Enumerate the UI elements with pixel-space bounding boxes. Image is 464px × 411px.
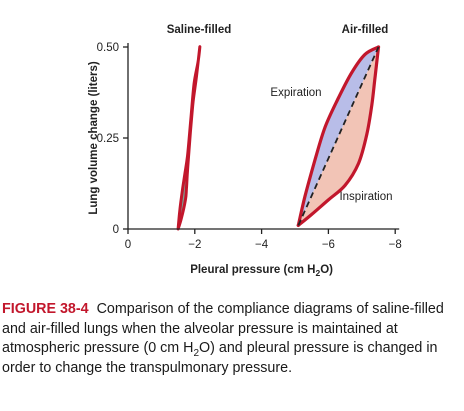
x-axis-title: Pleural pressure (cm H2O) — [190, 264, 333, 278]
loop-fills — [298, 47, 379, 226]
x-tick-label: −4 — [255, 239, 269, 251]
compliance-chart: 0 −2 −4 −6 −8 0 0.25 0.50 Lung volume change (li… — [88, 24, 402, 278]
caption-subscript: 2 — [193, 347, 200, 359]
loop-lines — [176, 45, 381, 231]
x-tick-label: −2 — [188, 239, 201, 251]
y-tick-label: 0 — [113, 224, 119, 236]
expiration-curve — [296, 45, 381, 227]
y-tick-label: 0.50 — [97, 42, 119, 54]
saline-filled-label: Saline-filled — [167, 24, 232, 36]
y-axis-title: Lung volume change (liters) — [88, 61, 100, 215]
figure-label: FIGURE 38-4 — [2, 301, 89, 317]
saline-loop — [176, 45, 202, 231]
x-tick-label: 0 — [125, 239, 131, 251]
x-tick-label: −8 — [389, 239, 402, 251]
caption-text-start: Comparison of the compliance diagrams of… — [2, 301, 444, 356]
x-axis-title-part: Pleural pressure (cm H — [190, 264, 315, 276]
inspiration-curve — [296, 45, 381, 227]
caption-text-end: O) and pleural pressure is changed in or… — [2, 340, 438, 376]
x-axis-title-subscript: 2 — [315, 268, 320, 278]
inspiration-area — [298, 47, 379, 226]
figure-caption: FIGURE 38-4 Comparison of the compliance… — [2, 300, 460, 378]
air-filled-label: Air-filled — [342, 24, 389, 36]
inspiration-label: Inspiration — [339, 191, 392, 203]
expiration-label: Expiration — [270, 87, 321, 99]
chart-labels: 0 −2 −4 −6 −8 0 0.25 0.50 Lung volume change (li… — [88, 24, 402, 278]
x-axis-title-part: O) — [320, 264, 333, 276]
y-tick-label: 0.25 — [97, 133, 119, 145]
chart-axes — [123, 43, 400, 234]
compliance-dashed-line — [297, 46, 380, 226]
x-tick-label: −6 — [322, 239, 335, 251]
